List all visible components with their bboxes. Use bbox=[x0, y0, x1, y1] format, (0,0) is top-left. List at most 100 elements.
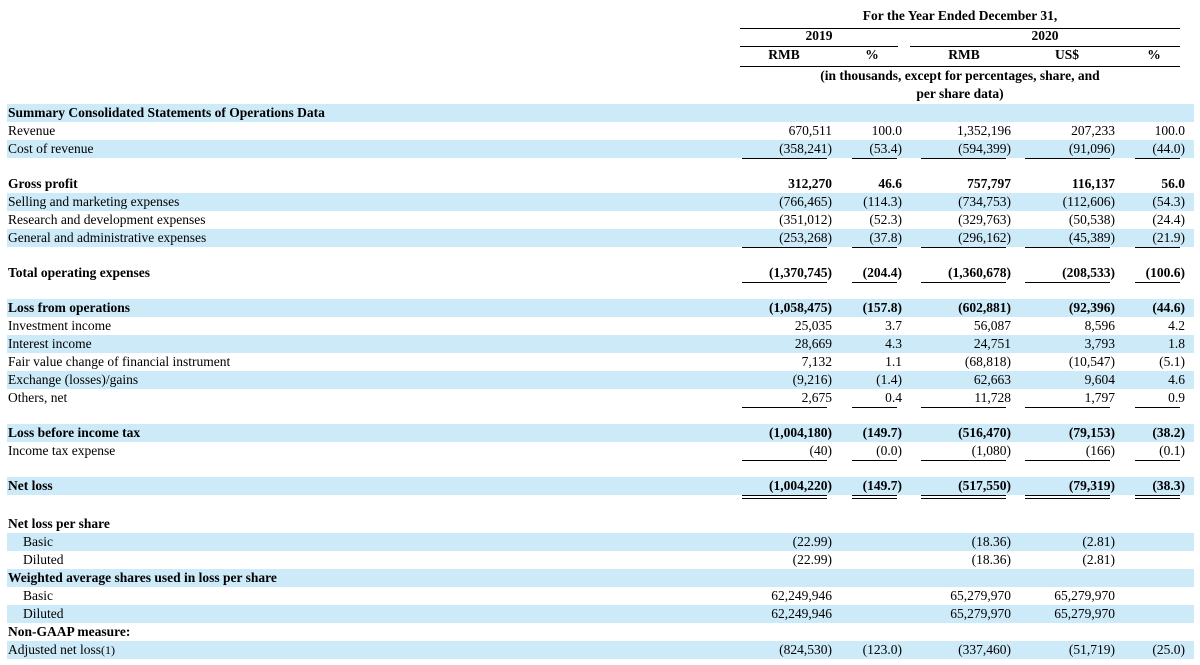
row-label: Total operating expenses bbox=[8, 265, 151, 280]
row-label: Weighted average shares used in loss per… bbox=[8, 570, 277, 585]
col-header-2019-rmb: RMB bbox=[768, 47, 800, 62]
cell-2019-rmb: (22.99) bbox=[792, 552, 832, 567]
row-label: Adjusted net loss(1) bbox=[8, 642, 115, 657]
row-label: Interest income bbox=[8, 336, 92, 351]
table-row: Others, net 2,675 0.4 11,728 1,797 0.9 bbox=[7, 389, 1194, 407]
table-row: Summary Consolidated Statements of Opera… bbox=[7, 104, 1194, 122]
cell-2020-usd: (10,547) bbox=[1068, 354, 1115, 369]
row-label: Gross profit bbox=[8, 176, 78, 191]
cell-2020-usd: 9,604 bbox=[1084, 372, 1115, 387]
cell-2020-rmb: 65,279,970 bbox=[950, 588, 1011, 603]
total-underline bbox=[1135, 282, 1180, 283]
total-underline bbox=[1025, 282, 1110, 283]
table-row: Interest income 28,669 4.3 24,751 3,793 1.8 bbox=[7, 335, 1194, 353]
table-row: Fair value change of financial instrumen… bbox=[7, 353, 1194, 371]
row-label: Cost of revenue bbox=[8, 141, 94, 156]
cell-2019-pct: 1.1 bbox=[885, 354, 902, 369]
cell-2020-pct: 0.9 bbox=[1168, 390, 1185, 405]
cell-2019-pct: 46.6 bbox=[878, 176, 902, 191]
cell-2019-rmb: (358,241) bbox=[779, 141, 832, 156]
cell-2019-rmb: 62,249,946 bbox=[771, 606, 832, 621]
total-underline bbox=[742, 498, 827, 499]
cell-2020-rmb: 11,728 bbox=[974, 390, 1011, 405]
cell-2020-pct: 56.0 bbox=[1161, 176, 1185, 191]
table-row: Adjusted net loss(1) (824,530) (123.0) (337… bbox=[7, 641, 1194, 659]
cell-2019-rmb: (22.99) bbox=[792, 534, 832, 549]
row-label: Selling and marketing expenses bbox=[8, 194, 180, 209]
total-underline bbox=[1025, 460, 1110, 461]
total-underline bbox=[921, 247, 1006, 248]
total-underline bbox=[921, 282, 1006, 283]
cell-2019-pct: 100.0 bbox=[871, 123, 902, 138]
cell-2019-rmb: (9,216) bbox=[792, 372, 832, 387]
row-label: General and administrative expenses bbox=[8, 230, 207, 245]
cell-2020-pct: (44.6) bbox=[1152, 300, 1185, 315]
total-underline bbox=[921, 460, 1006, 461]
cell-2020-rmb: (594,399) bbox=[958, 141, 1011, 156]
cell-2020-pct: 1.8 bbox=[1168, 336, 1185, 351]
cell-2019-rmb: (1,058,475) bbox=[769, 300, 832, 315]
cell-2019-rmb: 2,675 bbox=[801, 390, 832, 405]
cell-2019-pct: 3.7 bbox=[885, 318, 902, 333]
cell-2020-usd: (2.81) bbox=[1082, 534, 1115, 549]
cell-2020-usd: (92,396) bbox=[1068, 300, 1115, 315]
cell-2020-pct: 100.0 bbox=[1154, 123, 1185, 138]
col-header-2020-rmb: RMB bbox=[948, 47, 980, 62]
year-2019-rule bbox=[740, 46, 898, 47]
column-header-rule bbox=[740, 66, 1180, 67]
table-row: Basic 62,249,946 65,279,970 65,279,970 bbox=[7, 587, 1194, 605]
cell-2020-usd: (51,719) bbox=[1068, 642, 1115, 657]
total-underline bbox=[742, 460, 827, 461]
total-underline bbox=[1025, 495, 1110, 496]
cell-2020-pct: (0.1) bbox=[1159, 443, 1185, 458]
table-row: Investment income 25,035 3.7 56,087 8,596 4.2 bbox=[7, 317, 1194, 335]
cell-2019-rmb: (1,004,180) bbox=[769, 425, 832, 440]
table-row: Income tax expense (40) (0.0) (1,080) (166) (… bbox=[7, 442, 1194, 460]
cell-2020-pct: (21.9) bbox=[1152, 230, 1185, 245]
cell-2019-pct: (1.4) bbox=[876, 372, 902, 387]
total-underline bbox=[742, 495, 827, 496]
total-underline bbox=[921, 498, 1006, 499]
cell-2019-rmb: (351,012) bbox=[779, 212, 832, 227]
cell-2020-usd: 65,279,970 bbox=[1054, 606, 1115, 621]
cell-2020-usd: 207,233 bbox=[1071, 123, 1115, 138]
cell-2019-rmb: 7,132 bbox=[801, 354, 832, 369]
total-underline bbox=[921, 495, 1006, 496]
cell-2020-rmb: (734,753) bbox=[958, 194, 1011, 209]
cell-2019-pct: (123.0) bbox=[862, 642, 902, 657]
cell-2019-rmb: (253,268) bbox=[779, 230, 832, 245]
cell-2019-rmb: 25,035 bbox=[794, 318, 832, 333]
table-row: Loss from operations (1,058,475) (157.8) (6… bbox=[7, 299, 1194, 317]
total-underline bbox=[852, 407, 897, 408]
cell-2020-usd: (91,096) bbox=[1068, 141, 1115, 156]
total-underline bbox=[1025, 158, 1110, 159]
table-row: General and administrative expenses (253,… bbox=[7, 229, 1194, 247]
cell-2020-usd: (50,538) bbox=[1068, 212, 1115, 227]
units-note-line1: (in thousands, except for percentages, s… bbox=[820, 68, 1100, 83]
cell-2020-rmb: (1,080) bbox=[971, 443, 1011, 458]
cell-2020-rmb: 757,797 bbox=[967, 176, 1011, 191]
cell-2019-rmb: 28,669 bbox=[794, 336, 832, 351]
cell-2020-pct: 4.2 bbox=[1168, 318, 1185, 333]
row-label: Summary Consolidated Statements of Opera… bbox=[8, 105, 325, 120]
row-label: Net loss bbox=[8, 478, 53, 493]
cell-2019-pct: (114.3) bbox=[863, 194, 902, 209]
col-header-2019-pct: % bbox=[865, 47, 879, 62]
row-label: Non-GAAP measure: bbox=[8, 624, 131, 639]
cell-2020-usd: 8,596 bbox=[1084, 318, 1115, 333]
total-underline bbox=[852, 158, 897, 159]
cell-2020-usd: (166) bbox=[1085, 443, 1115, 458]
row-label: Basic bbox=[23, 588, 53, 603]
cell-2020-rmb: (602,881) bbox=[958, 300, 1011, 315]
cell-2020-usd: (79,153) bbox=[1068, 425, 1115, 440]
cell-2020-rmb: (516,470) bbox=[958, 425, 1011, 440]
table-row: Cost of revenue (358,241) (53.4) (594,399) (… bbox=[7, 140, 1194, 158]
total-underline bbox=[742, 158, 827, 159]
total-underline bbox=[1135, 247, 1180, 248]
cell-2020-usd: (2.81) bbox=[1082, 552, 1115, 567]
cell-2020-usd: 116,137 bbox=[1071, 176, 1115, 191]
row-label: Diluted bbox=[23, 552, 64, 567]
cell-2019-pct: (37.8) bbox=[869, 230, 902, 245]
cell-2020-pct: (24.4) bbox=[1152, 212, 1185, 227]
